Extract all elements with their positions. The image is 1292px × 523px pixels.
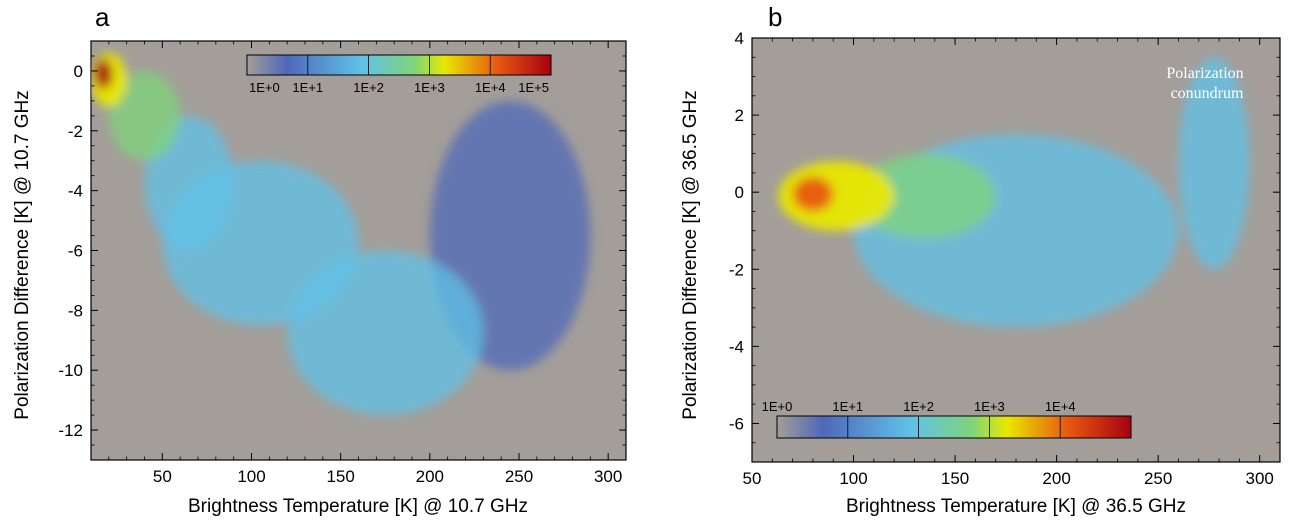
colorbar-label-a-5: 1E+5 <box>518 80 549 95</box>
y-tick-label-a--12: -12 <box>58 421 83 440</box>
x-tick-label-b-150: 150 <box>941 469 969 488</box>
colorbar-label-b-0: 1E+0 <box>762 399 793 414</box>
y-tick-label-a--2: -2 <box>68 122 83 141</box>
panel-letter-a: a <box>95 2 110 32</box>
panel-a: a 50 100 150 200 250 300 0 -2 -4 -6 -8 -10 -12 1E+0 1… <box>12 2 627 517</box>
colorbar-label-a-3: 1E+3 <box>414 80 445 95</box>
density-region-a-6 <box>94 58 113 89</box>
x-axis-label-b: Brightness Temperature [K] @ 36.5 GHz <box>846 496 1186 517</box>
y-axis-label-b: Polarization Difference [K] @ 36.5 GHz <box>680 90 701 419</box>
colorbar-b <box>776 415 1132 439</box>
colorbar-label-b-1: 1E+1 <box>832 399 863 414</box>
density-cloud-b <box>778 57 1250 328</box>
density-cloud-a <box>91 52 591 416</box>
x-tick-label-b-300: 300 <box>1246 469 1274 488</box>
y-tick-label-b--4: -4 <box>729 337 744 356</box>
y-tick-label-a-0: 0 <box>74 62 83 81</box>
y-axis-label-a: Polarization Difference [K] @ 10.7 GHz <box>12 90 33 419</box>
density-region-b-2 <box>853 153 996 239</box>
colorbar-label-a-0: 1E+0 <box>249 80 280 95</box>
x-tick-label-a-100: 100 <box>237 467 265 486</box>
annotation-polarization-conundrum: Polarization conundrum <box>1166 65 1247 102</box>
density-region-b-1 <box>1178 57 1250 270</box>
y-tick-label-b-0: 0 <box>735 183 744 202</box>
y-tick-label-b--2: -2 <box>729 260 744 279</box>
colorbar-label-a-4: 1E+4 <box>475 80 506 95</box>
x-tick-label-a-300: 300 <box>594 467 622 486</box>
colorbar-a <box>246 54 552 76</box>
y-tick-label-a--6: -6 <box>68 242 83 261</box>
y-tick-label-b-2: 2 <box>735 106 744 125</box>
colorbar-label-b-2: 1E+2 <box>903 399 934 414</box>
density-region-a-4 <box>108 70 181 161</box>
colorbar-label-b-4: 1E+4 <box>1045 399 1076 414</box>
y-tick-label-a--4: -4 <box>68 182 83 201</box>
x-tick-label-a-50: 50 <box>153 467 172 486</box>
x-tick-label-b-200: 200 <box>1042 469 1070 488</box>
x-tick-label-b-100: 100 <box>839 469 867 488</box>
colorbar-label-b-3: 1E+3 <box>974 399 1005 414</box>
y-tick-label-a--10: -10 <box>58 361 83 380</box>
y-tick-label-a--8: -8 <box>68 301 83 320</box>
y-tick-label-b-4: 4 <box>735 29 744 48</box>
colorbar-label-a-2: 1E+2 <box>353 80 384 95</box>
x-tick-label-a-200: 200 <box>416 467 444 486</box>
panel-b: b 50 100 150 200 250 300 4 2 0 -2 -4 -6 1E+0 1E+1 1E+… <box>680 2 1281 517</box>
x-tick-label-a-250: 250 <box>505 467 533 486</box>
density-region-b-4 <box>792 176 834 212</box>
x-axis-label-a: Brightness Temperature [K] @ 10.7 GHz <box>188 496 528 517</box>
colorbar-label-a-1: 1E+1 <box>292 80 323 95</box>
panel-letter-b: b <box>768 2 782 32</box>
y-tick-label-b--6: -6 <box>729 414 744 433</box>
x-tick-label-b-50: 50 <box>743 469 762 488</box>
x-tick-label-b-250: 250 <box>1144 469 1172 488</box>
x-tick-label-a-150: 150 <box>326 467 354 486</box>
